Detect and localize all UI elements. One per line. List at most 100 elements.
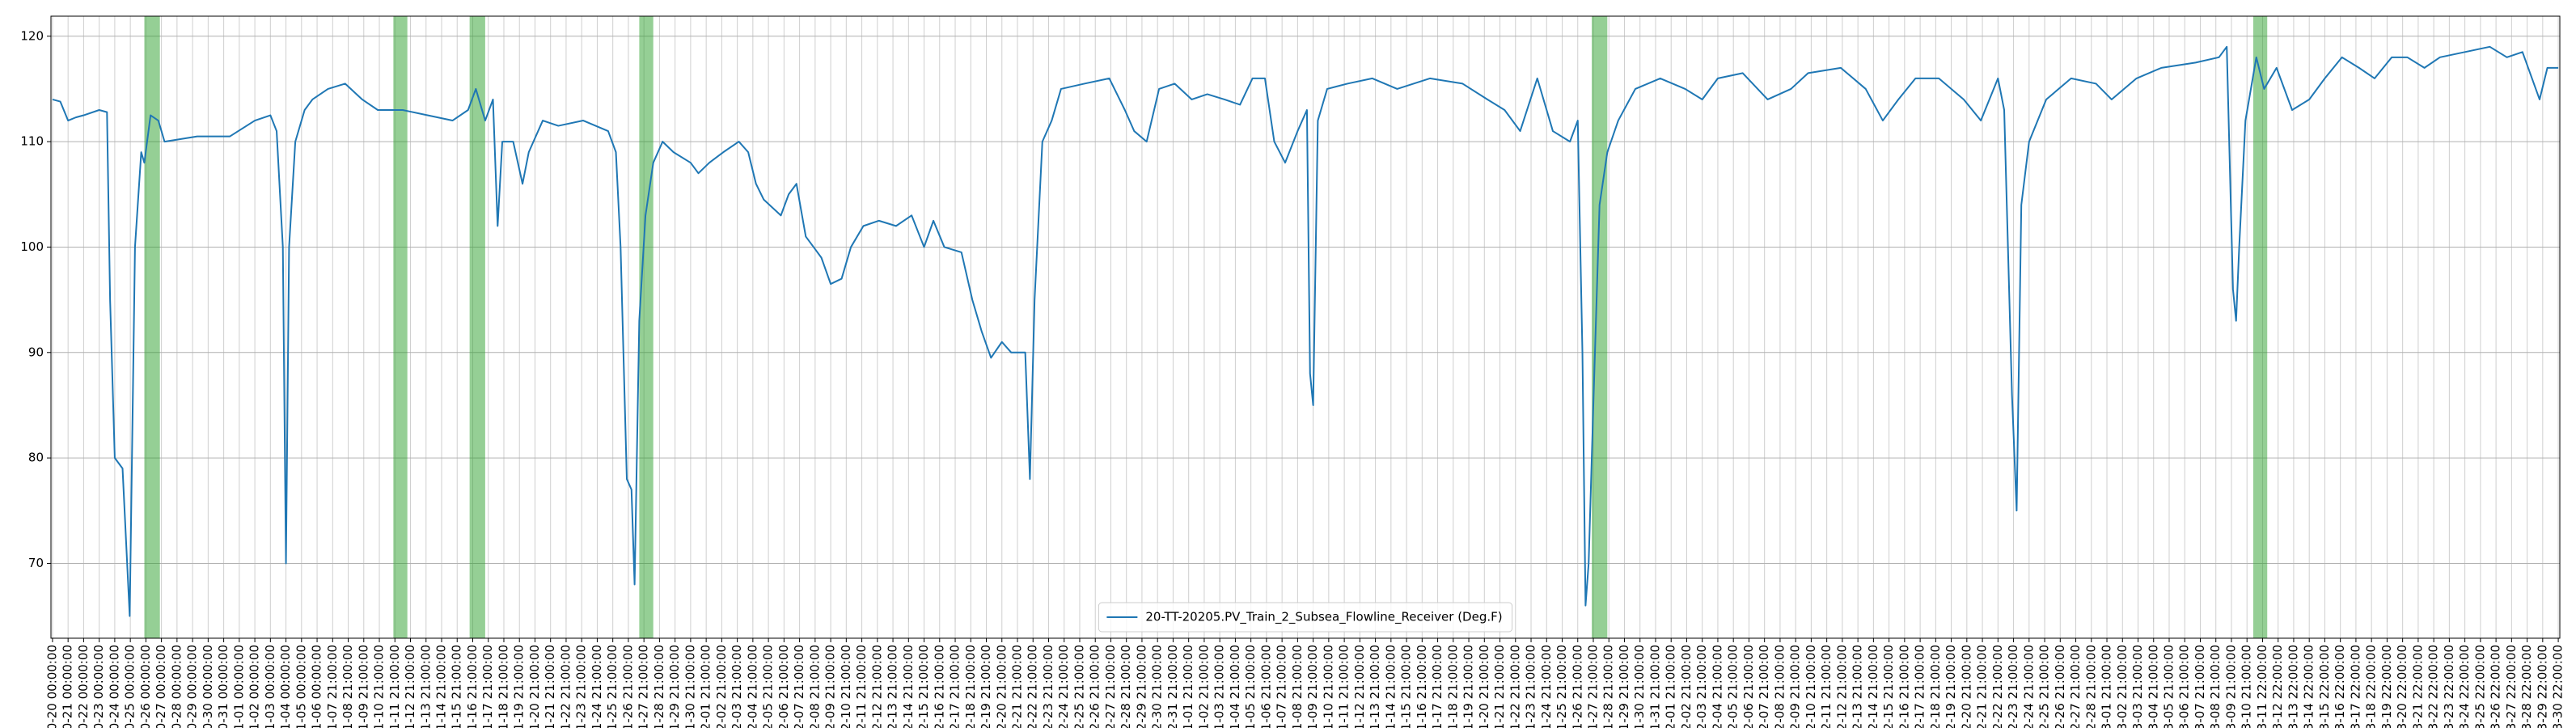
y-tick-label: 100 [20, 239, 44, 254]
x-tick-label: 1-05 21:00:00 [1243, 645, 1258, 728]
x-tick-label: 1-25 21:00:00 [1554, 645, 1569, 728]
highlight-span [469, 16, 485, 638]
x-tick-label: 2-03 21:00:00 [730, 645, 744, 728]
x-tick-label: 0-30 00:00:00 [201, 645, 215, 728]
x-tick-label: 0-22 00:00:00 [76, 645, 91, 728]
x-tick-label: 2-16 21:00:00 [1897, 645, 1911, 728]
x-tick-label: 3-12 22:00:00 [2270, 645, 2285, 728]
highlight-span [1592, 16, 1608, 638]
x-tick-label: 1-31 21:00:00 [1648, 645, 1662, 728]
x-tick-label: 2-29 21:00:00 [1134, 645, 1148, 728]
x-tick-label: 2-20 21:00:00 [1959, 645, 1973, 728]
highlight-span [144, 16, 160, 638]
x-tick-label: 2-10 21:00:00 [1804, 645, 1818, 728]
x-tick-label: 1-09 21:00:00 [1305, 645, 1320, 728]
x-tick-label: 1-02 00:00:00 [247, 645, 262, 728]
x-tick-label: 2-24 21:00:00 [1056, 645, 1071, 728]
x-tick-label: 1-24 21:00:00 [590, 645, 604, 728]
x-tick-label: 1-25 21:00:00 [605, 645, 620, 728]
x-tick-label: 1-05 00:00:00 [294, 645, 308, 728]
x-tick-label: 3-21 22:00:00 [2410, 645, 2425, 728]
x-tick-label: 2-04 21:00:00 [745, 645, 759, 728]
x-tick-label: 2-17 21:00:00 [1913, 645, 1927, 728]
x-tick-label: 3-07 21:00:00 [2193, 645, 2207, 728]
x-tick-label: 0-25 00:00:00 [123, 645, 137, 728]
x-tick-label: 2-23 21:00:00 [1041, 645, 1055, 728]
x-tick-label: 2-21 21:00:00 [1010, 645, 1025, 728]
x-tick-label: 2-19 21:00:00 [979, 645, 993, 728]
x-tick-label: 2-21 21:00:00 [1975, 645, 1990, 728]
x-tick-label: 2-05 21:00:00 [1726, 645, 1741, 728]
y-tick-label: 80 [28, 451, 44, 465]
x-tick-label: 3-30 22:00:00 [2551, 645, 2565, 728]
x-tick-label: 1-07 21:00:00 [325, 645, 340, 728]
x-tick-label: 2-16 21:00:00 [932, 645, 946, 728]
x-tick-label: 1-07 21:00:00 [1275, 645, 1289, 728]
x-tick-label: 3-15 22:00:00 [2317, 645, 2332, 728]
x-tick-label: 3-23 22:00:00 [2442, 645, 2456, 728]
x-tick-label: 2-30 21:00:00 [1150, 645, 1165, 728]
x-tick-label: 1-19 21:00:00 [1461, 645, 1476, 728]
x-tick-label: 2-20 21:00:00 [994, 645, 1009, 728]
x-tick-label: 1-14 21:00:00 [1383, 645, 1398, 728]
x-tick-label: 2-27 21:00:00 [2068, 645, 2083, 728]
legend-label: 20-TT-20205.PV_Train_2_Subsea_Flowline_R… [1145, 610, 1502, 625]
x-tick-label: 2-22 21:00:00 [1990, 645, 2005, 728]
x-tick-label: 3-03 21:00:00 [2130, 645, 2145, 728]
x-tick-label: 1-03 21:00:00 [1212, 645, 1227, 728]
y-tick-label: 110 [20, 134, 44, 149]
x-tick-label: 0-28 00:00:00 [169, 645, 184, 728]
x-tick-label: 3-22 22:00:00 [2426, 645, 2441, 728]
x-tick-label: 1-22 21:00:00 [1508, 645, 1522, 728]
x-tick-label: 3-14 22:00:00 [2302, 645, 2316, 728]
x-tick-label: 1-21 21:00:00 [1492, 645, 1507, 728]
x-tick-label: 2-19 21:00:00 [1944, 645, 1958, 728]
x-tick-label: 1-12 21:00:00 [1352, 645, 1367, 728]
x-tick-label: 1-09 21:00:00 [356, 645, 370, 728]
x-tick-label: 1-30 21:00:00 [683, 645, 697, 728]
x-tick-label: 2-12 21:00:00 [1834, 645, 1849, 728]
x-tick-label: 0-27 00:00:00 [154, 645, 168, 728]
x-tick-label: 2-06 21:00:00 [776, 645, 791, 728]
x-tick-label: 2-24 21:00:00 [2021, 645, 2036, 728]
x-tick-label: 1-17 21:00:00 [480, 645, 495, 728]
x-tick-label: 3-18 22:00:00 [2364, 645, 2379, 728]
x-tick-label: 3-17 22:00:00 [2348, 645, 2362, 728]
x-tick-label: 3-28 22:00:00 [2519, 645, 2534, 728]
x-tick-label: 2-14 21:00:00 [901, 645, 916, 728]
x-tick-label: 1-13 21:00:00 [418, 645, 433, 728]
x-tick-label: 3-13 22:00:00 [2286, 645, 2300, 728]
x-tick-label: 2-27 21:00:00 [1103, 645, 1118, 728]
x-tick-label: 0-29 00:00:00 [185, 645, 200, 728]
x-tick-label: 0-24 00:00:00 [107, 645, 121, 728]
x-tick-label: 3-04 21:00:00 [2146, 645, 2160, 728]
x-tick-label: 1-04 00:00:00 [278, 645, 293, 728]
data-line [52, 45, 2559, 617]
x-tick-label: 3-05 21:00:00 [2161, 645, 2176, 728]
x-tick-label: 3-06 21:00:00 [2177, 645, 2192, 728]
x-tick-label: 3-19 22:00:00 [2379, 645, 2394, 728]
x-tick-label: 3-10 21:00:00 [2240, 645, 2254, 728]
x-tick-label: 1-28 21:00:00 [1601, 645, 1616, 728]
x-tick-label: 1-14 21:00:00 [434, 645, 449, 728]
x-tick-label: 1-23 21:00:00 [574, 645, 589, 728]
x-tick-label: 2-11 21:00:00 [1819, 645, 1834, 728]
x-tick-label: 2-04 21:00:00 [1710, 645, 1724, 728]
x-tick-label: 1-11 21:00:00 [387, 645, 402, 728]
x-tick-label: 1-04 21:00:00 [1228, 645, 1242, 728]
x-tick-label: 2-08 21:00:00 [807, 645, 822, 728]
x-tick-label: 2-09 21:00:00 [1788, 645, 1803, 728]
x-tick-label: 2-01 21:00:00 [699, 645, 713, 728]
x-tick-label: 1-24 21:00:00 [1539, 645, 1554, 728]
x-tick-label: 3-16 22:00:00 [2333, 645, 2347, 728]
x-tick-label: 1-02 21:00:00 [1196, 645, 1211, 728]
x-tick-label: 0-31 00:00:00 [216, 645, 231, 728]
x-tick-label: 2-25 21:00:00 [1072, 645, 1086, 728]
highlight-span [639, 16, 654, 638]
x-tick-label: 1-18 21:00:00 [1445, 645, 1460, 728]
x-tick-label: 2-08 21:00:00 [1772, 645, 1787, 728]
x-tick-label: 2-06 21:00:00 [1741, 645, 1756, 728]
x-tick-label: 2-18 21:00:00 [1928, 645, 1943, 728]
